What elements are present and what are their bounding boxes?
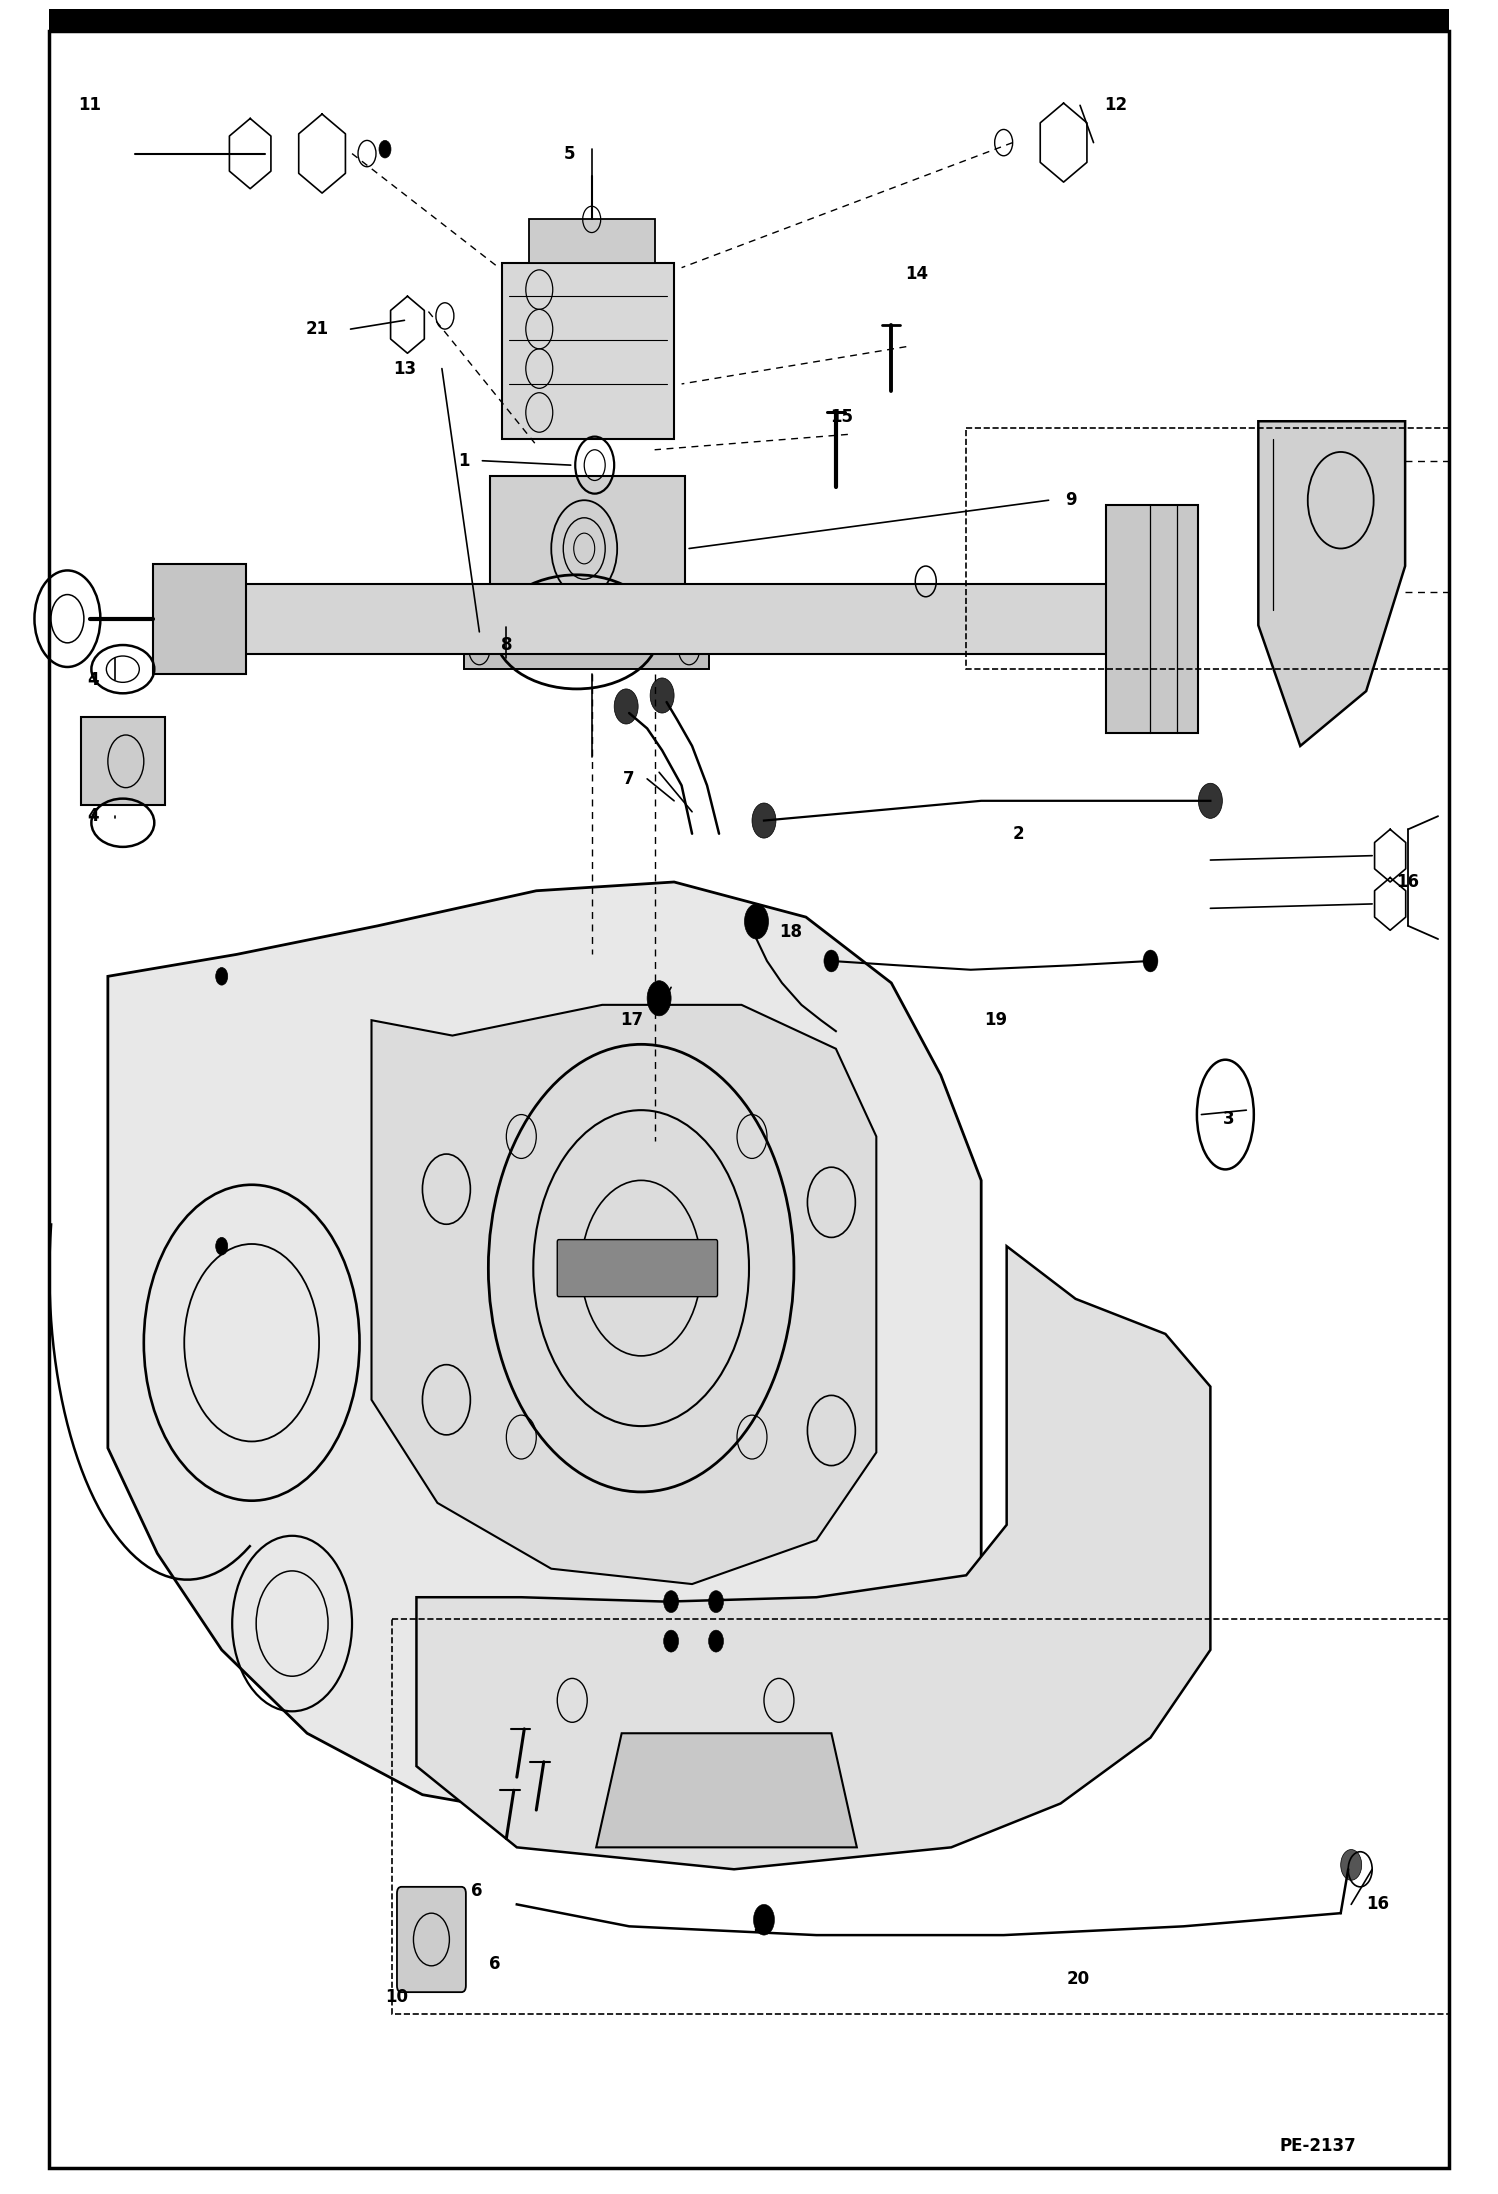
Text: 21: 21 (306, 320, 330, 338)
Polygon shape (243, 584, 1109, 654)
Text: 3: 3 (1222, 1110, 1234, 1128)
Text: 17: 17 (752, 1918, 776, 1935)
Text: 17: 17 (620, 1011, 644, 1029)
Circle shape (1341, 1850, 1362, 1880)
Circle shape (216, 968, 228, 985)
FancyBboxPatch shape (557, 1240, 718, 1297)
Polygon shape (596, 1733, 857, 1847)
Text: 10: 10 (385, 1988, 409, 2005)
Circle shape (752, 803, 776, 838)
Polygon shape (502, 263, 674, 439)
Circle shape (650, 678, 674, 713)
Text: 18: 18 (779, 924, 803, 941)
Text: 16: 16 (1366, 1896, 1390, 1913)
Polygon shape (1106, 505, 1198, 733)
Polygon shape (108, 882, 981, 1821)
Polygon shape (49, 9, 1449, 31)
Circle shape (709, 1591, 724, 1613)
Circle shape (745, 904, 768, 939)
FancyBboxPatch shape (397, 1887, 466, 1992)
Circle shape (647, 981, 671, 1016)
Circle shape (664, 1630, 679, 1652)
Circle shape (664, 1591, 679, 1613)
Circle shape (1198, 783, 1222, 818)
Text: 9: 9 (1065, 491, 1077, 509)
Circle shape (614, 689, 638, 724)
Text: 6: 6 (488, 1955, 500, 1972)
Text: PE-2137: PE-2137 (1279, 2137, 1357, 2155)
Text: 13: 13 (392, 360, 416, 377)
Text: 16: 16 (1396, 873, 1420, 891)
Polygon shape (153, 564, 246, 674)
Text: 4: 4 (87, 807, 99, 825)
Polygon shape (464, 630, 709, 669)
Text: 1: 1 (458, 452, 470, 470)
Circle shape (216, 1237, 228, 1255)
Circle shape (709, 1630, 724, 1652)
Polygon shape (416, 1246, 1210, 1869)
Circle shape (379, 140, 391, 158)
Text: 11: 11 (78, 97, 102, 114)
Text: 14: 14 (905, 265, 929, 283)
Polygon shape (1258, 421, 1405, 746)
Polygon shape (81, 717, 165, 805)
Text: 12: 12 (1104, 97, 1128, 114)
Circle shape (1143, 950, 1158, 972)
Text: 4: 4 (87, 671, 99, 689)
Polygon shape (529, 219, 655, 263)
Text: 15: 15 (830, 408, 854, 426)
Text: 20: 20 (1067, 1970, 1091, 1988)
Text: 5: 5 (563, 145, 575, 162)
Text: 6: 6 (470, 1882, 482, 1900)
Text: 19: 19 (984, 1011, 1008, 1029)
Text: 8: 8 (500, 636, 512, 654)
Circle shape (753, 1904, 774, 1935)
Polygon shape (372, 1005, 876, 1584)
Polygon shape (490, 476, 685, 630)
Text: 2: 2 (1013, 825, 1025, 842)
Circle shape (824, 950, 839, 972)
Text: 7: 7 (623, 770, 635, 788)
